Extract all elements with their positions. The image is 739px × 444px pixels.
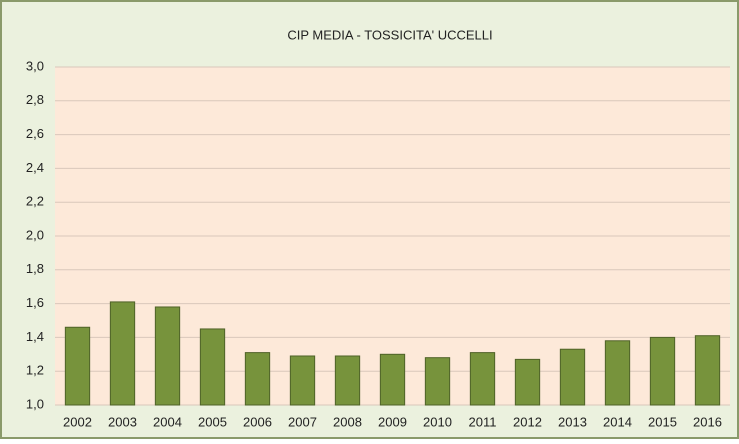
y-tick-label: 2,6 (26, 126, 44, 141)
bar (289, 355, 316, 406)
bar (64, 326, 91, 406)
bar (334, 355, 361, 406)
bar (154, 306, 181, 406)
x-tick-label: 2016 (693, 414, 722, 429)
x-tick-label: 2011 (469, 414, 497, 429)
x-tick-label: 2013 (558, 414, 587, 429)
x-tick-label: 2005 (198, 414, 227, 429)
y-tick-label: 1,2 (26, 363, 44, 378)
x-tick-label: 2009 (378, 414, 407, 429)
y-tick-label: 2,8 (26, 92, 44, 107)
bar (109, 301, 136, 406)
y-tick-label: 2,4 (26, 160, 44, 175)
bar (649, 336, 676, 406)
bar (424, 357, 451, 406)
x-tick-label: 2008 (333, 414, 362, 429)
x-tick-label: 2014 (603, 414, 632, 429)
x-tick-label: 2004 (153, 414, 182, 429)
bar (559, 348, 586, 406)
x-tick-label: 2010 (423, 414, 452, 429)
y-tick-label: 1,0 (26, 396, 44, 411)
y-tick-label: 1,6 (26, 295, 44, 310)
x-tick-label: 2015 (648, 414, 677, 429)
bar (604, 340, 631, 406)
bar (379, 353, 406, 406)
x-tick-label: 2003 (108, 414, 137, 429)
bar (199, 328, 226, 406)
bar (469, 352, 496, 406)
x-tick-label: 2006 (243, 414, 272, 429)
x-tick-label: 2007 (288, 414, 317, 429)
bar (244, 352, 271, 406)
chart-title: CIP MEDIA - TOSSICITA' UCCELLI (287, 27, 492, 42)
x-tick-label: 2012 (513, 414, 542, 429)
bar (694, 335, 721, 406)
y-tick-label: 1,4 (26, 329, 44, 344)
y-tick-label: 1,8 (26, 261, 44, 276)
y-tick-label: 2,2 (26, 194, 44, 209)
bar (514, 358, 541, 406)
x-tick-label: 2002 (63, 414, 92, 429)
y-tick-label: 2,0 (26, 227, 44, 242)
y-tick-label: 3,0 (26, 58, 44, 73)
